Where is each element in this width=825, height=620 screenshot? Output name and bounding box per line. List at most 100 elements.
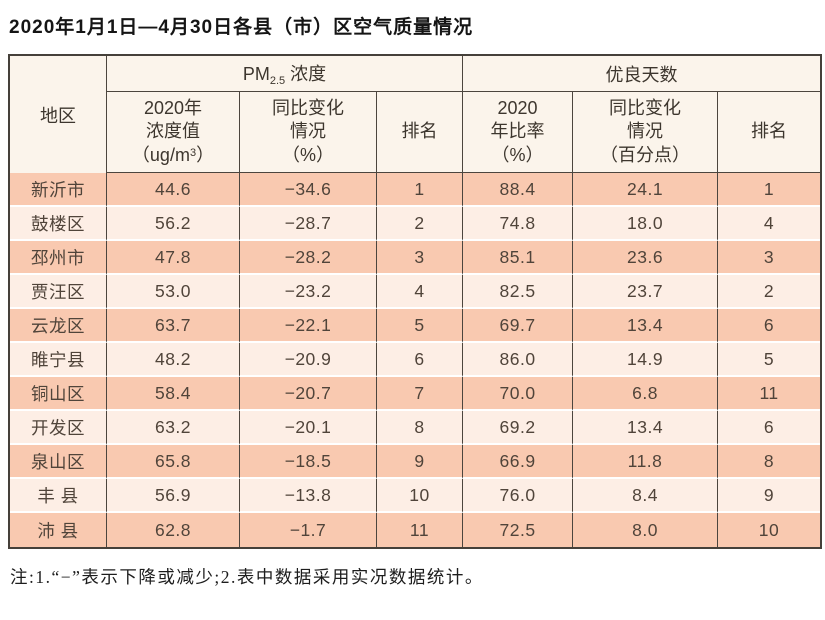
days-change-cell: 23.6 — [573, 241, 719, 275]
days-rate-cell: 85.1 — [463, 241, 574, 275]
region-cell: 泉山区 — [10, 445, 107, 479]
pm-change-cell: −20.1 — [240, 411, 377, 445]
pm-change-line3: （%） — [281, 144, 334, 165]
page-title: 2020年1月1日—4月30日各县（市）区空气质量情况 — [9, 17, 474, 38]
days-change-cell: 11.8 — [573, 445, 719, 479]
days-change-line2: 情况 — [627, 121, 664, 142]
days-change-cell: 8.0 — [573, 513, 719, 547]
pm-rank-cell: 2 — [377, 207, 464, 241]
pm-rank-cell: 3 — [377, 241, 464, 275]
header-region: 地区 — [10, 56, 107, 173]
pm-change-cell: −1.7 — [240, 513, 377, 547]
pm-value-cell: 44.6 — [107, 173, 240, 207]
pm-group-prefix: PM — [242, 64, 270, 84]
days-rank-cell: 6 — [718, 411, 821, 445]
region-cell: 开发区 — [10, 411, 107, 445]
pm-rank-cell: 9 — [377, 445, 464, 479]
table-header: 地区 PM2.5 浓度 优良天数 2020年 浓度值 （ug/m3） 同比变化 … — [10, 56, 821, 173]
days-change-cell: 13.4 — [573, 309, 719, 343]
header-days-rate: 2020 年比率 （%） — [463, 92, 574, 173]
pm-rank-cell: 10 — [377, 479, 464, 513]
region-cell: 云龙区 — [10, 309, 107, 343]
pm-change-cell: −28.7 — [240, 207, 377, 241]
days-change-cell: 18.0 — [573, 207, 719, 241]
days-change-cell: 23.7 — [573, 275, 719, 309]
pm-change-cell: −22.1 — [240, 309, 377, 343]
pm-change-line2: 情况 — [290, 121, 326, 142]
pm-change-line1: 同比变化 — [272, 97, 344, 118]
pm-rank-cell: 1 — [377, 173, 464, 207]
days-rate-cell: 70.0 — [463, 377, 574, 411]
region-cell: 铜山区 — [10, 377, 107, 411]
pm-change-cell: −20.9 — [240, 343, 377, 377]
pm-change-cell: −23.2 — [240, 275, 377, 309]
table-row: 贾汪区 53.0 −23.2 4 82.5 23.7 2 — [10, 275, 821, 309]
days-group-label: 优良天数 — [605, 64, 678, 85]
air-quality-table: 地区 PM2.5 浓度 优良天数 2020年 浓度值 （ug/m3） 同比变化 … — [8, 54, 823, 549]
days-rank-cell: 4 — [718, 207, 821, 241]
days-rate-cell: 86.0 — [463, 343, 574, 377]
pm-value-cell: 47.8 — [107, 241, 240, 275]
header-pm-value: 2020年 浓度值 （ug/m3） — [107, 92, 240, 173]
pm-change-cell: −20.7 — [240, 377, 377, 411]
table-row: 鼓楼区 56.2 −28.7 2 74.8 18.0 4 — [10, 207, 821, 241]
pm-value-cell: 56.9 — [107, 479, 240, 513]
page: 2020年1月1日—4月30日各县（市）区空气质量情况 地区 PM2.5 浓度 … — [8, 17, 823, 587]
days-rate-cell: 74.8 — [463, 207, 574, 241]
pm-value-cell: 63.2 — [107, 411, 240, 445]
days-rate-cell: 76.0 — [463, 479, 574, 513]
table-body: 新沂市 44.6 −34.6 1 88.4 24.1 1 鼓楼区 56.2 −28.7 2 74.8 1… — [10, 173, 821, 547]
days-rank-cell: 6 — [718, 309, 821, 343]
days-change-line1: 同比变化 — [609, 97, 682, 118]
table-row: 铜山区 58.4 −20.7 7 70.0 6.8 11 — [10, 377, 821, 411]
pm-value-unit: （ug/m3） — [107, 144, 239, 167]
days-rate-cell: 69.2 — [463, 411, 574, 445]
days-rate-line3: （%） — [491, 144, 544, 165]
header-pm-change: 同比变化 情况 （%） — [240, 92, 377, 173]
pm-rank-cell: 7 — [377, 377, 464, 411]
days-rank-cell: 11 — [718, 377, 821, 411]
table-row: 丰 县 56.9 −13.8 10 76.0 8.4 9 — [10, 479, 821, 513]
days-change-cell: 8.4 — [573, 479, 719, 513]
table-row: 睢宁县 48.2 −20.9 6 86.0 14.9 5 — [10, 343, 821, 377]
pm-group-suffix: 浓度 — [285, 64, 327, 84]
days-rate-cell: 88.4 — [463, 173, 574, 207]
days-change-cell: 6.8 — [573, 377, 719, 411]
pm-value-cell: 48.2 — [107, 343, 240, 377]
days-change-line3: （百分点） — [600, 144, 691, 165]
region-cell: 鼓楼区 — [10, 207, 107, 241]
header-days-change: 同比变化 情况 （百分点） — [573, 92, 719, 173]
days-rate-cell: 66.9 — [463, 445, 574, 479]
header-pm-group: PM2.5 浓度 — [107, 56, 464, 92]
region-cell: 沛 县 — [10, 513, 107, 547]
pm-rank-cell: 4 — [377, 275, 464, 309]
table-row: 新沂市 44.6 −34.6 1 88.4 24.1 1 — [10, 173, 821, 207]
pm-change-cell: −18.5 — [240, 445, 377, 479]
days-change-cell: 14.9 — [573, 343, 719, 377]
table-row: 开发区 63.2 −20.1 8 69.2 13.4 6 — [10, 411, 821, 445]
pm-value-cell: 56.2 — [107, 207, 240, 241]
pm-change-cell: −28.2 — [240, 241, 377, 275]
days-rank-cell: 3 — [718, 241, 821, 275]
header-group-row: 地区 PM2.5 浓度 优良天数 — [10, 56, 821, 173]
table-row: 泉山区 65.8 −18.5 9 66.9 11.8 8 — [10, 445, 821, 479]
pm-value-cell: 62.8 — [107, 513, 240, 547]
days-rank-cell: 10 — [718, 513, 821, 547]
days-rate-cell: 72.5 — [463, 513, 574, 547]
region-cell: 新沂市 — [10, 173, 107, 207]
pm-value-unit-sup: 3 — [189, 146, 197, 159]
pm-value-unit-pre: （ug/m — [131, 144, 190, 165]
days-rate-line1: 2020 — [497, 97, 538, 118]
header-days-group: 优良天数 — [463, 56, 821, 92]
pm-group-subscript: 2.5 — [269, 75, 286, 87]
days-rank-cell: 1 — [718, 173, 821, 207]
pm-value-unit-post: ） — [196, 144, 215, 165]
days-rank-label: 排名 — [751, 121, 788, 142]
pm-value-line1: 2020年 — [143, 97, 203, 118]
header-days-rank: 排名 — [718, 92, 821, 173]
days-rank-cell: 5 — [718, 343, 821, 377]
header-sub-row: 2020年 浓度值 （ug/m3） 同比变化 情况 （%） 排名 2020 年比… — [10, 92, 821, 173]
pm-rank-label: 排名 — [401, 121, 438, 142]
days-change-cell: 13.4 — [573, 411, 719, 445]
footnote: 注:1.“−”表示下降或减少;2.表中数据采用实况数据统计。 — [10, 567, 484, 587]
